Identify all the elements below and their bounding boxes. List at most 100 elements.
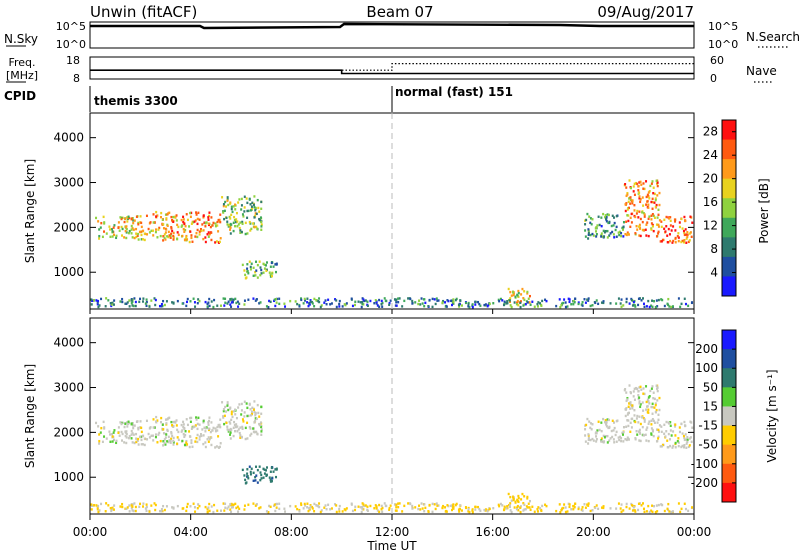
- velocity-point: [674, 441, 677, 445]
- power-point: [600, 301, 603, 304]
- velocity-point: [211, 429, 214, 432]
- x-tick-label: 12:00: [375, 525, 410, 539]
- power-point: [388, 301, 391, 305]
- power-point: [90, 303, 93, 306]
- power-point: [98, 237, 101, 240]
- velocity-point: [351, 509, 354, 513]
- velocity-point: [645, 400, 648, 404]
- velocity-point: [254, 476, 257, 479]
- velocity-point: [650, 405, 653, 409]
- velocity-point: [308, 507, 311, 510]
- velocity-point: [254, 419, 257, 423]
- power-point: [152, 213, 155, 216]
- power-point: [182, 218, 185, 221]
- velocity-point: [523, 495, 526, 498]
- power-point: [650, 214, 653, 217]
- power-point: [228, 224, 231, 227]
- power-point: [516, 301, 519, 304]
- power-point: [221, 196, 224, 199]
- power-point: [100, 221, 103, 225]
- power-point: [638, 297, 641, 300]
- power-point: [327, 298, 330, 301]
- velocity-point: [636, 414, 639, 418]
- power-point: [594, 301, 597, 305]
- velocity-point: [229, 437, 232, 440]
- power-point: [196, 217, 199, 221]
- power-point: [160, 302, 163, 306]
- power-point: [142, 300, 145, 303]
- power-point: [497, 298, 500, 302]
- power-point: [628, 206, 631, 210]
- velocity-point: [572, 508, 575, 511]
- power-point: [303, 297, 306, 301]
- velocity-point: [139, 502, 142, 506]
- power-point: [110, 303, 113, 306]
- velocity-point: [184, 433, 187, 437]
- power-point: [227, 225, 230, 228]
- velocity-point: [203, 426, 206, 429]
- power-point: [199, 227, 202, 231]
- power-point: [162, 235, 165, 238]
- velocity-point: [674, 446, 677, 449]
- power-point: [647, 191, 650, 194]
- power-point: [246, 263, 249, 266]
- power-point: [165, 228, 168, 231]
- velocity-point: [442, 504, 445, 508]
- velocity-point: [447, 504, 450, 508]
- velocity-point: [194, 510, 197, 513]
- velocity-point: [458, 510, 461, 513]
- power-point: [374, 299, 377, 302]
- power-point: [584, 301, 587, 304]
- nsearch-tick-bottom: 10^0: [708, 38, 738, 51]
- velocity-point: [250, 432, 253, 436]
- power-point: [677, 236, 680, 239]
- velocity-point: [107, 504, 110, 507]
- power-point: [655, 179, 658, 182]
- power-point: [193, 301, 196, 304]
- velocity-point: [605, 421, 608, 424]
- power-point: [308, 303, 311, 306]
- power-point: [243, 195, 246, 198]
- velocity-point: [544, 503, 547, 506]
- velocity-point: [255, 430, 258, 434]
- power-point: [630, 221, 633, 224]
- power-point: [183, 238, 186, 242]
- velocity-point: [96, 506, 99, 509]
- velocity-point: [117, 426, 120, 429]
- nsky-tick-bottom: 10^0: [56, 38, 86, 51]
- velocity-point: [627, 438, 630, 441]
- velocity-point: [236, 430, 239, 433]
- power-point: [182, 227, 185, 231]
- velocity-point: [613, 426, 616, 430]
- power-point: [625, 194, 628, 198]
- power-point: [97, 220, 100, 223]
- power-point: [602, 229, 605, 233]
- power-point: [186, 218, 189, 222]
- velocity-point: [628, 384, 631, 387]
- velocity-point: [255, 474, 258, 477]
- nave-tick-top: 60: [710, 54, 724, 67]
- y-tick-label: 4000: [53, 336, 84, 350]
- velocity-point: [135, 440, 138, 444]
- velocity-point: [366, 505, 369, 508]
- power-point: [262, 271, 265, 274]
- velocity-point: [611, 435, 614, 439]
- power-point: [661, 298, 664, 302]
- velocity-point: [165, 433, 168, 436]
- velocity-colorbar-tick: 50: [703, 380, 718, 394]
- velocity-point: [115, 441, 118, 445]
- velocity-point: [395, 503, 398, 506]
- velocity-point: [625, 438, 628, 442]
- power-point: [95, 299, 98, 302]
- velocity-point: [479, 509, 482, 512]
- power-point: [246, 267, 249, 270]
- velocity-point: [651, 428, 654, 432]
- velocity-point: [145, 419, 148, 423]
- power-point: [217, 230, 220, 233]
- power-point: [586, 212, 589, 216]
- power-point: [210, 231, 213, 234]
- power-point: [243, 210, 246, 213]
- power-point: [241, 222, 244, 225]
- power-point: [585, 218, 588, 222]
- power-point: [219, 220, 222, 224]
